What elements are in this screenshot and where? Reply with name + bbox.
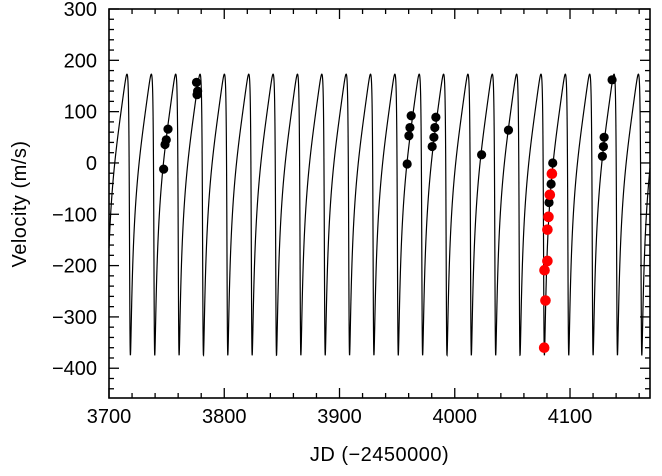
rv-model-path bbox=[108, 73, 651, 357]
data-point bbox=[607, 75, 617, 85]
data-point bbox=[543, 211, 554, 223]
data-point bbox=[406, 111, 416, 121]
data-point bbox=[431, 112, 441, 122]
data-point bbox=[503, 125, 514, 135]
data-point bbox=[405, 122, 415, 133]
data-point bbox=[404, 131, 414, 141]
data-point bbox=[542, 255, 553, 267]
data-point bbox=[542, 224, 553, 235]
data-point bbox=[539, 264, 550, 276]
x-tick-label: 3800 bbox=[202, 406, 247, 428]
y-tick-label: −300 bbox=[52, 307, 97, 329]
data-point bbox=[191, 77, 202, 87]
y-tick-label: −100 bbox=[52, 204, 97, 226]
data-point bbox=[538, 342, 550, 354]
x-tick-label: 4000 bbox=[433, 406, 478, 428]
data-point bbox=[159, 164, 169, 174]
data-point bbox=[546, 168, 558, 180]
x-tick-label: 4100 bbox=[548, 406, 593, 428]
data-point bbox=[427, 141, 437, 152]
y-tick-label: 300 bbox=[64, 0, 97, 21]
data-point bbox=[540, 295, 551, 306]
x-tick-label: 3900 bbox=[317, 406, 362, 428]
data-point bbox=[477, 150, 487, 160]
tick-labels: 3700 3800 3900 4000 4100 300 200 100 0 −100 −200 −3… bbox=[52, 0, 592, 428]
y-tick-label: 100 bbox=[64, 102, 97, 124]
x-tick-label: 3700 bbox=[87, 406, 132, 428]
model-curve bbox=[108, 73, 651, 357]
y-tick-label: 200 bbox=[64, 50, 97, 72]
y-tick-label: 0 bbox=[86, 153, 97, 175]
data-point bbox=[163, 124, 173, 134]
x-axis-title: JD (−2450000) bbox=[309, 444, 450, 466]
data-point bbox=[193, 86, 203, 96]
data-point bbox=[430, 122, 440, 133]
y-axis-title: Velocity (m/s) bbox=[9, 140, 31, 268]
data-point bbox=[544, 197, 554, 208]
velocities-black bbox=[159, 75, 617, 208]
data-point bbox=[161, 135, 171, 145]
data-point bbox=[402, 159, 412, 169]
data-point bbox=[546, 179, 556, 189]
data-point bbox=[548, 158, 558, 168]
data-point bbox=[429, 132, 439, 142]
data-point bbox=[544, 189, 556, 201]
data-point bbox=[597, 151, 608, 161]
data-point bbox=[598, 141, 609, 152]
plot-frame bbox=[108, 8, 651, 399]
y-tick-label: −400 bbox=[52, 358, 97, 380]
y-tick-label: −200 bbox=[52, 256, 97, 278]
data-point bbox=[599, 132, 609, 142]
velocities-red bbox=[538, 168, 558, 354]
